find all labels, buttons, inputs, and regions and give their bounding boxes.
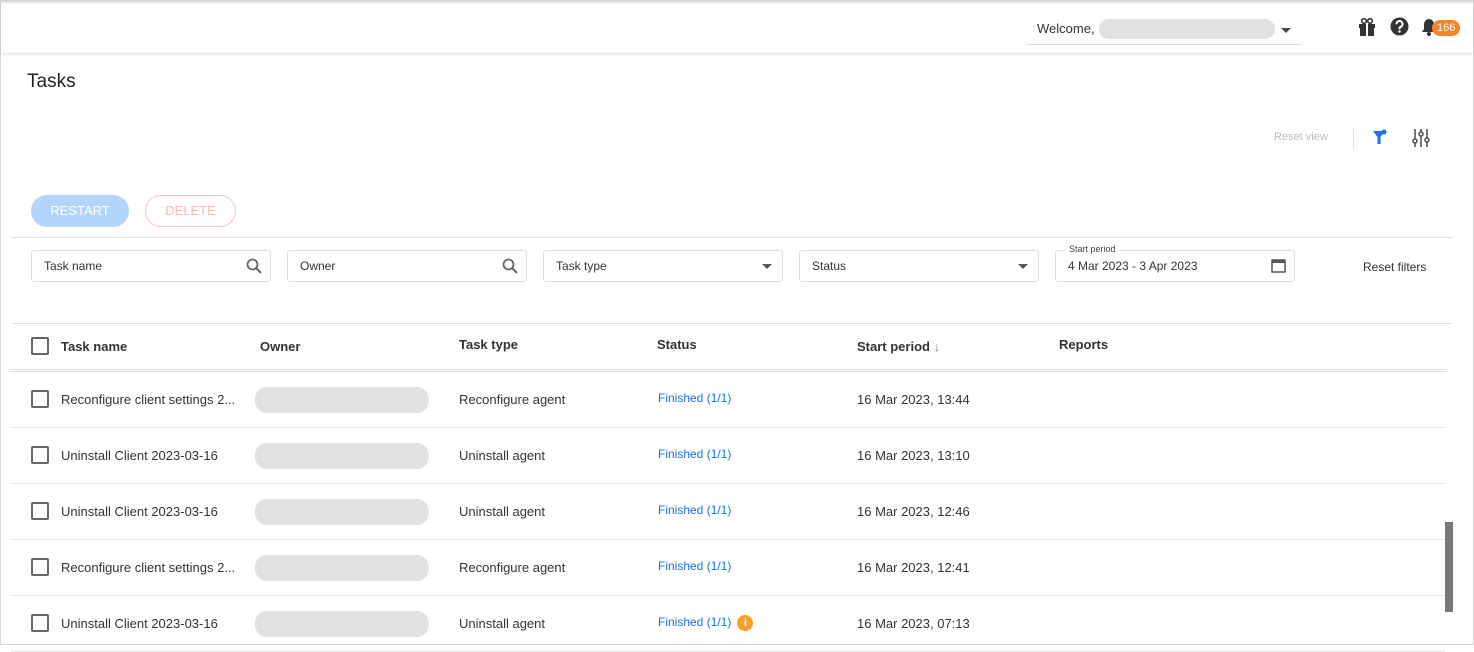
restart-button[interactable]: RESTART bbox=[31, 195, 129, 227]
start-period-cell: 16 Mar 2023, 13:10 bbox=[857, 448, 970, 463]
task-type-cell: Uninstall agent bbox=[459, 448, 545, 463]
owner-redacted bbox=[255, 387, 429, 413]
placeholder: Status bbox=[812, 259, 847, 273]
task-name-cell[interactable]: Uninstall Client 2023-03-16 bbox=[61, 448, 218, 463]
task-type-cell: Reconfigure agent bbox=[459, 560, 566, 575]
column-header-start-period[interactable]: Start period ↓ bbox=[857, 339, 940, 354]
status-cell: Finished (1/1) bbox=[658, 559, 731, 573]
divider bbox=[11, 323, 1453, 324]
status-link[interactable]: Finished (1/1) bbox=[658, 559, 732, 573]
task-name-search-input[interactable]: Task name bbox=[31, 250, 271, 282]
status-cell: Finished (1/1) bbox=[658, 503, 731, 517]
task-name-cell[interactable]: Reconfigure client settings 2... bbox=[61, 392, 236, 407]
notification-badge: 166 bbox=[1432, 20, 1461, 36]
top-header: Welcome, 166 bbox=[1, 1, 1473, 53]
table-row[interactable]: Uninstall Client 2023-03-16 Uninstall ag… bbox=[11, 428, 1445, 484]
task-name-cell[interactable]: Uninstall Client 2023-03-16 bbox=[61, 504, 218, 519]
task-type-cell: Reconfigure agent bbox=[459, 392, 566, 407]
user-name-redacted bbox=[1099, 19, 1275, 39]
row-checkbox[interactable] bbox=[31, 446, 49, 464]
divider bbox=[11, 369, 1445, 372]
table-row[interactable]: Uninstall Client 2023-03-16 Uninstall ag… bbox=[11, 484, 1445, 540]
sort-arrow-icon: ↓ bbox=[933, 339, 941, 354]
field-label: Start period bbox=[1066, 244, 1119, 254]
status-cell: Finished (1/1) bbox=[658, 391, 731, 405]
placeholder: Task name bbox=[44, 259, 103, 273]
welcome-text: Welcome, bbox=[1037, 21, 1095, 36]
status-link[interactable]: Finished (1/1) bbox=[658, 503, 732, 517]
status-cell: Finished (1/1) i bbox=[658, 615, 754, 631]
column-header-task-name[interactable]: Task name bbox=[61, 339, 128, 354]
info-icon[interactable]: i bbox=[737, 615, 754, 631]
reset-filters-link[interactable]: Reset filters bbox=[1363, 260, 1427, 274]
status-link[interactable]: Finished (1/1) bbox=[658, 615, 732, 630]
row-checkbox[interactable] bbox=[31, 614, 49, 632]
chevron-down-icon bbox=[1018, 264, 1028, 274]
owner-redacted bbox=[255, 555, 429, 581]
divider bbox=[11, 237, 1453, 238]
column-settings-icon[interactable] bbox=[1411, 128, 1431, 148]
task-type-cell: Uninstall agent bbox=[459, 616, 545, 631]
column-header-status[interactable]: Status bbox=[657, 337, 697, 352]
gift-icon[interactable] bbox=[1357, 17, 1377, 37]
task-type-select[interactable]: Task type bbox=[543, 250, 783, 282]
table-row[interactable]: Reconfigure client settings 2... Reconfi… bbox=[11, 372, 1445, 428]
owner-search-input[interactable]: Owner bbox=[287, 250, 527, 282]
placeholder: Task type bbox=[556, 259, 607, 273]
table-row[interactable]: Uninstall Client 2023-03-16 Uninstall ag… bbox=[11, 596, 1445, 652]
chevron-down-icon bbox=[1281, 28, 1291, 38]
calendar-icon bbox=[1271, 259, 1286, 273]
help-icon[interactable] bbox=[1390, 17, 1409, 36]
select-all-checkbox[interactable] bbox=[31, 337, 49, 355]
divider bbox=[1353, 129, 1354, 149]
owner-redacted bbox=[255, 611, 429, 637]
column-header-task-type[interactable]: Task type bbox=[459, 337, 519, 352]
start-period-cell: 16 Mar 2023, 12:41 bbox=[857, 560, 970, 575]
row-checkbox[interactable] bbox=[31, 558, 49, 576]
task-type-cell: Uninstall agent bbox=[459, 504, 545, 519]
status-link[interactable]: Finished (1/1) bbox=[658, 447, 732, 461]
page-title: Tasks bbox=[27, 71, 76, 92]
search-icon bbox=[502, 258, 518, 274]
placeholder: Owner bbox=[300, 259, 336, 273]
chevron-down-icon bbox=[762, 264, 772, 274]
task-name-cell[interactable]: Reconfigure client settings 2... bbox=[61, 560, 236, 575]
status-cell: Finished (1/1) bbox=[658, 447, 731, 461]
start-period-cell: 16 Mar 2023, 12:46 bbox=[857, 504, 970, 519]
header-label: Start period bbox=[857, 339, 930, 354]
row-checkbox[interactable] bbox=[31, 390, 49, 408]
start-period-cell: 16 Mar 2023, 13:44 bbox=[857, 392, 970, 407]
owner-redacted bbox=[255, 499, 429, 525]
table-row[interactable]: Reconfigure client settings 2... Reconfi… bbox=[11, 540, 1445, 596]
row-checkbox[interactable] bbox=[31, 502, 49, 520]
delete-button[interactable]: DELETE bbox=[145, 195, 236, 227]
column-header-reports[interactable]: Reports bbox=[1059, 337, 1109, 352]
status-link[interactable]: Finished (1/1) bbox=[658, 391, 732, 405]
search-icon bbox=[246, 258, 262, 274]
start-period-picker[interactable]: Start period 4 Mar 2023 - 3 Apr 2023 bbox=[1055, 244, 1295, 282]
owner-redacted bbox=[255, 443, 429, 469]
status-select[interactable]: Status bbox=[799, 250, 1039, 282]
task-name-cell[interactable]: Uninstall Client 2023-03-16 bbox=[61, 616, 218, 631]
date-range-value: 4 Mar 2023 - 3 Apr 2023 bbox=[1068, 259, 1198, 273]
start-period-cell: 16 Mar 2023, 07:13 bbox=[857, 616, 970, 631]
reset-view-link[interactable]: Reset view bbox=[1274, 131, 1328, 143]
filter-icon[interactable] bbox=[1372, 129, 1388, 146]
scrollbar[interactable] bbox=[1445, 522, 1453, 612]
user-menu[interactable]: Welcome, bbox=[1027, 17, 1301, 45]
column-header-owner[interactable]: Owner bbox=[260, 339, 301, 354]
